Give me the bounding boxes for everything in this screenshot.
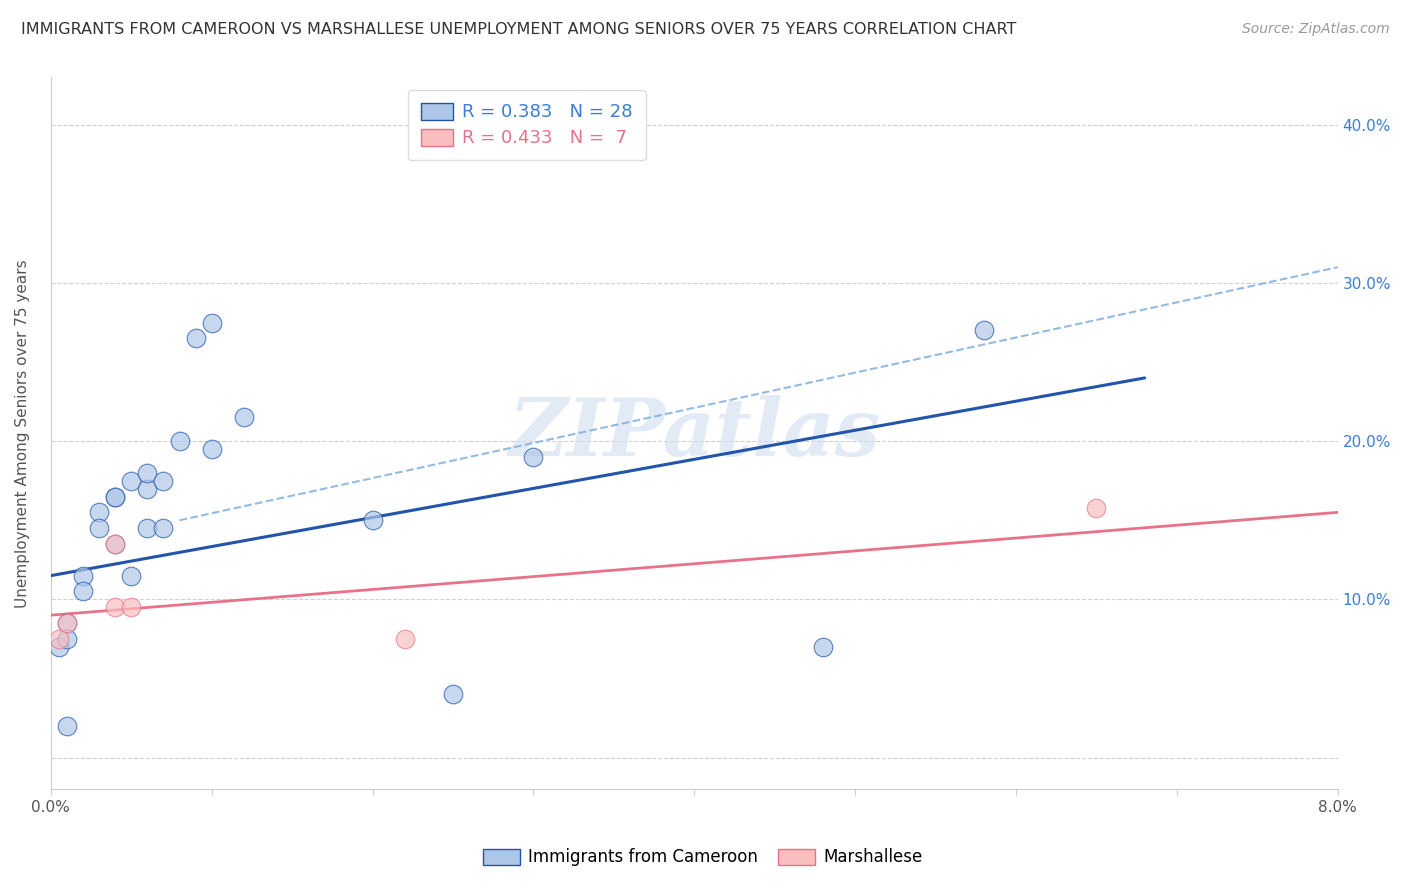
Point [87, 521, 110, 535]
Point [104, 600, 127, 615]
Point [104, 537, 127, 551]
Point [394, 632, 416, 646]
Text: IMMIGRANTS FROM CAMEROON VS MARSHALLESE UNEMPLOYMENT AMONG SENIORS OVER 75 YEARS: IMMIGRANTS FROM CAMEROON VS MARSHALLESE … [21, 22, 1017, 37]
Point [48, 632, 70, 646]
Point [152, 521, 174, 535]
Point [201, 316, 224, 330]
Point [104, 537, 127, 551]
Text: Source: ZipAtlas.com: Source: ZipAtlas.com [1241, 22, 1389, 37]
Point [136, 482, 159, 496]
Legend: R = 0.383   N = 28, R = 0.433   N =  7: R = 0.383 N = 28, R = 0.433 N = 7 [408, 90, 645, 161]
Point [811, 640, 834, 654]
Point [136, 521, 159, 535]
Point [120, 474, 142, 488]
Point [120, 568, 142, 582]
Point [56, 632, 79, 646]
Point [72, 584, 94, 599]
Y-axis label: Unemployment Among Seniors over 75 years: Unemployment Among Seniors over 75 years [15, 259, 30, 607]
Point [56, 719, 79, 733]
Point [973, 324, 995, 338]
Point [361, 513, 384, 527]
Point [184, 331, 207, 345]
Point [104, 490, 127, 504]
Point [56, 616, 79, 631]
Point [72, 568, 94, 582]
Point [87, 505, 110, 519]
Point [56, 616, 79, 631]
Point [169, 434, 191, 449]
Point [522, 450, 544, 464]
Point [136, 466, 159, 480]
Point [1085, 500, 1108, 515]
Point [104, 490, 127, 504]
Point [441, 687, 464, 701]
Point [232, 410, 254, 425]
Point [48, 640, 70, 654]
Legend: Immigrants from Cameroon, Marshallese: Immigrants from Cameroon, Marshallese [477, 842, 929, 873]
Point [120, 600, 142, 615]
Text: ZIPatlas: ZIPatlas [508, 394, 880, 472]
Point [152, 474, 174, 488]
Point [201, 442, 224, 456]
